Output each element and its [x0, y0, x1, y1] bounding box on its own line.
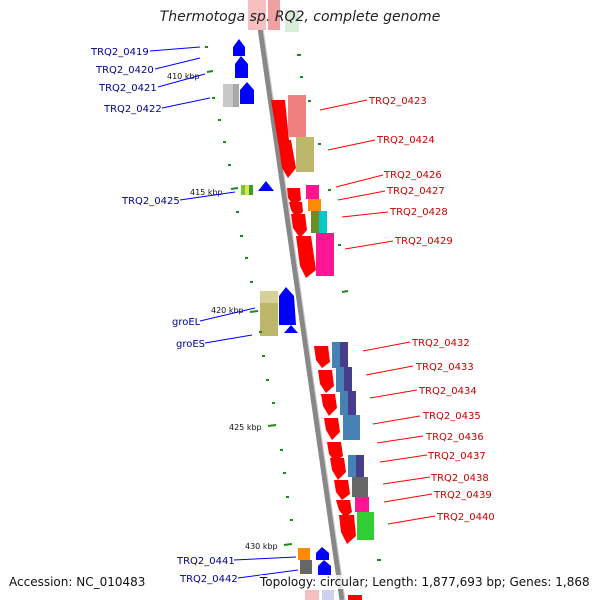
label-trq2-0440[interactable]: TRQ2_0440: [436, 512, 495, 523]
gene-arrow-trq2-0429[interactable]: [296, 236, 316, 278]
gene-trq2-0422-shade: [233, 84, 239, 107]
kbp-tick-410: 410 kbp: [167, 72, 200, 81]
right-leaders: [319, 99, 436, 525]
gene-trq2-0439[interactable]: [355, 497, 369, 512]
gene-arrow-trq2-0420[interactable]: [235, 56, 248, 78]
gene-trq2-0433-b: [344, 367, 352, 392]
gene-trq2-0422[interactable]: [223, 84, 233, 107]
kbp-tick-420: 420 kbp: [211, 306, 244, 315]
gene-trq2-0441[interactable]: [298, 548, 310, 560]
label-trq2-0429[interactable]: TRQ2_0429: [394, 236, 453, 247]
label-trq2-0423[interactable]: TRQ2_0423: [368, 96, 427, 107]
gene-trq2-0440[interactable]: [357, 512, 374, 540]
gene-trq2-0428-b: [319, 211, 327, 233]
gene-arrow-trq2-0440[interactable]: [339, 515, 356, 544]
gene-arrow-trq2-0426[interactable]: [287, 188, 301, 206]
label-trq2-0426[interactable]: TRQ2_0426: [383, 170, 442, 181]
gene-arrow-trq2-0439[interactable]: [336, 500, 352, 518]
gene-trq2-0423[interactable]: [288, 95, 306, 137]
gene-trq2-0429[interactable]: [316, 233, 334, 276]
gene-arrow-trq2-0419[interactable]: [233, 39, 245, 56]
left-leaders: [149, 46, 299, 579]
tick-marks: [205, 46, 381, 561]
gene-arrow-groEL[interactable]: [279, 287, 296, 325]
gene-trq2-0425[interactable]: [241, 185, 245, 195]
gene-trq2-0435[interactable]: [343, 415, 360, 440]
gene-trq2-0442[interactable]: [300, 560, 312, 574]
gene-trq2-0425-b: [245, 185, 249, 195]
gene-arrow-trq2-0436[interactable]: [327, 442, 343, 462]
kbp-tick-415: 415 kbp: [190, 188, 223, 197]
gene-trq2-0434[interactable]: [340, 391, 348, 415]
gene-arrow-trq2-0433[interactable]: [318, 370, 334, 393]
label-trq2-0422[interactable]: TRQ2_0422: [103, 104, 162, 115]
label-trq2-0424[interactable]: TRQ2_0424: [376, 135, 435, 146]
label-trq2-0438[interactable]: TRQ2_0438: [430, 473, 489, 484]
label-trq2-0432[interactable]: TRQ2_0432: [411, 338, 470, 349]
feature-bottom-faded: [305, 590, 319, 600]
gene-trq2-0425-c: [249, 185, 253, 195]
label-trq2-0437[interactable]: TRQ2_0437: [427, 451, 486, 462]
label-trq2-0421[interactable]: TRQ2_0421: [98, 83, 157, 94]
gene-arrow-trq2-0442[interactable]: [318, 560, 331, 575]
genome-backbone: [253, 0, 345, 600]
gene-arrow-trq2-0438[interactable]: [334, 480, 350, 500]
gene-trq2-0438[interactable]: [352, 477, 368, 497]
gene-trq2-0437-b: [356, 455, 364, 477]
feature-bottom-faded: [348, 595, 362, 600]
gene-arrow-trq2-0425[interactable]: [258, 181, 274, 191]
gene-trq2-0433[interactable]: [336, 367, 344, 392]
label-trq2-0427[interactable]: TRQ2_0427: [386, 186, 445, 197]
kbp-tick-425: 425 kbp: [229, 423, 262, 432]
accession-text: Accession: NC_010483: [9, 575, 146, 589]
label-trq2-0420[interactable]: TRQ2_0420: [95, 65, 154, 76]
label-trq2-0436[interactable]: TRQ2_0436: [425, 432, 484, 443]
gene-arrow-trq2-0421[interactable]: [240, 82, 254, 104]
label-groES[interactable]: groES: [176, 339, 205, 350]
label-trq2-0428[interactable]: TRQ2_0428: [389, 207, 448, 218]
gene-trq2-0427[interactable]: [308, 199, 321, 211]
gene-arrow-trq2-0437[interactable]: [330, 458, 346, 480]
kbp-tick-430: 430 kbp: [245, 542, 278, 551]
label-trq2-0435[interactable]: TRQ2_0435: [422, 411, 481, 422]
label-trq2-0434[interactable]: TRQ2_0434: [418, 386, 477, 397]
label-trq2-0441[interactable]: TRQ2_0441: [176, 556, 235, 567]
gene-trq2-0424[interactable]: [296, 137, 314, 172]
gene-arrow-trq2-0424[interactable]: [278, 140, 296, 178]
feature-top-faded: [268, 0, 280, 30]
gene-groEL-shade: [260, 291, 278, 303]
feature-bottom-faded: [322, 590, 334, 600]
gene-trq2-0426[interactable]: [306, 185, 319, 199]
label-trq2-0433[interactable]: TRQ2_0433: [415, 362, 474, 373]
topology-text: Topology: circular; Length: 1,877,693 bp…: [260, 575, 590, 589]
label-trq2-0439[interactable]: TRQ2_0439: [433, 490, 492, 501]
gene-trq2-0432-b: [340, 342, 348, 368]
gene-arrow-trq2-0441[interactable]: [316, 547, 329, 560]
label-groEL[interactable]: groEL: [172, 317, 201, 328]
gene-trq2-0434-b: [348, 391, 356, 415]
gene-arrow-trq2-0432[interactable]: [314, 346, 330, 368]
gene-arrow-trq2-0435[interactable]: [324, 418, 340, 440]
gene-arrow-groES[interactable]: [284, 325, 298, 333]
label-trq2-0425[interactable]: TRQ2_0425: [121, 196, 180, 207]
gene-trq2-0437[interactable]: [348, 455, 356, 477]
gene-arrow-trq2-0428[interactable]: [291, 214, 307, 238]
feature-top-faded: [248, 0, 266, 30]
gene-trq2-0428[interactable]: [311, 211, 319, 233]
gene-trq2-0432[interactable]: [332, 342, 340, 368]
label-trq2-0442[interactable]: TRQ2_0442: [179, 574, 238, 585]
gene-arrow-trq2-0434[interactable]: [321, 394, 337, 416]
map-title: Thermotoga sp. RQ2, complete genome: [159, 9, 441, 25]
feature-top-faded: [285, 10, 299, 32]
label-trq2-0419[interactable]: TRQ2_0419: [90, 47, 149, 58]
